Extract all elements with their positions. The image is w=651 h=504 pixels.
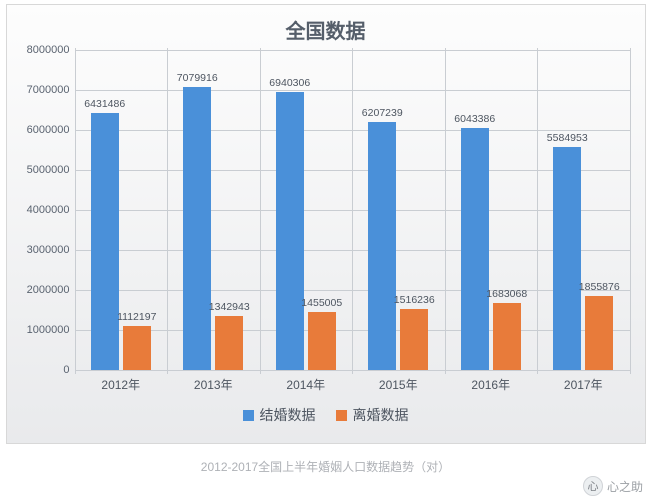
bar-value-label: 1112197 xyxy=(117,311,156,323)
bar-value-label: 6207239 xyxy=(362,107,403,119)
category-group: 558495318558762017年 xyxy=(537,50,630,370)
wechat-watermark: 心 心之助 xyxy=(583,476,643,496)
y-axis-tick-label: 2000000 xyxy=(10,284,70,296)
bar xyxy=(553,147,581,370)
bar-value-label: 6431486 xyxy=(84,98,125,110)
category-group: 707991613429432013年 xyxy=(167,50,260,370)
bar-value-label: 7079916 xyxy=(177,72,218,84)
x-axis-tick-label: 2017年 xyxy=(564,376,603,393)
bar-value-label: 1516236 xyxy=(394,294,435,306)
category-divider xyxy=(260,48,261,374)
bar-value-label: 6940306 xyxy=(269,77,310,89)
category-group: 604338616830682016年 xyxy=(445,50,538,370)
bar xyxy=(493,303,521,370)
bar-value-label: 1342943 xyxy=(209,301,250,313)
chart-caption: 2012-2017全国上半年婚姻人口数据趋势（对） xyxy=(0,458,651,475)
bar xyxy=(123,326,151,370)
y-axis-tick-label: 3000000 xyxy=(10,244,70,256)
y-axis-tick-label: 5000000 xyxy=(10,164,70,176)
category-group: 620723915162362015年 xyxy=(352,50,445,370)
x-axis-tick-label: 2014年 xyxy=(286,376,325,393)
x-axis-tick-label: 2015年 xyxy=(379,376,418,393)
y-axis-tick-label: 7000000 xyxy=(10,84,70,96)
legend-label: 结婚数据 xyxy=(260,405,316,425)
category-group: 694030614550052014年 xyxy=(260,50,353,370)
bar-value-label: 1855876 xyxy=(579,281,620,293)
bar xyxy=(585,296,613,370)
wechat-avatar-icon: 心 xyxy=(583,476,603,496)
y-axis-tick-label: 6000000 xyxy=(10,124,70,136)
bar xyxy=(461,128,489,370)
category-divider xyxy=(537,48,538,374)
category-group: 643148611121972012年 xyxy=(75,50,168,370)
y-axis-tick-label: 0 xyxy=(10,364,70,376)
bar-value-label: 1683068 xyxy=(486,288,527,300)
legend-swatch xyxy=(336,410,347,421)
bar xyxy=(400,309,428,370)
bar xyxy=(308,312,336,370)
bar xyxy=(215,316,243,370)
chart-container: 全国数据 01000000200000030000004000000500000… xyxy=(6,4,646,444)
wechat-account-label: 心之助 xyxy=(607,478,643,495)
bar xyxy=(91,113,119,370)
x-axis-tick-label: 2012年 xyxy=(101,376,140,393)
x-axis-tick-label: 2016年 xyxy=(471,376,510,393)
legend-label: 离婚数据 xyxy=(353,405,409,425)
bar-value-label: 1455005 xyxy=(301,297,342,309)
chart-legend: 结婚数据 离婚数据 xyxy=(7,405,645,425)
plot-area: 0100000020000003000000400000050000006000… xyxy=(75,50,630,370)
legend-item: 离婚数据 xyxy=(336,405,409,425)
category-divider xyxy=(445,48,446,374)
bar xyxy=(183,87,211,370)
x-axis-tick-label: 2013年 xyxy=(194,376,233,393)
y-axis-tick-label: 4000000 xyxy=(10,204,70,216)
category-divider xyxy=(167,48,168,374)
bar-value-label: 6043386 xyxy=(454,113,495,125)
category-divider xyxy=(352,48,353,374)
category-divider xyxy=(75,48,76,374)
chart-title: 全国数据 xyxy=(7,5,645,44)
y-axis-tick-label: 1000000 xyxy=(10,324,70,336)
y-axis-tick-label: 8000000 xyxy=(10,44,70,56)
bar xyxy=(276,92,304,370)
legend-item: 结婚数据 xyxy=(243,405,316,425)
bar xyxy=(368,122,396,370)
category-divider xyxy=(630,48,631,374)
bar-value-label: 5584953 xyxy=(547,132,588,144)
legend-swatch xyxy=(243,410,254,421)
